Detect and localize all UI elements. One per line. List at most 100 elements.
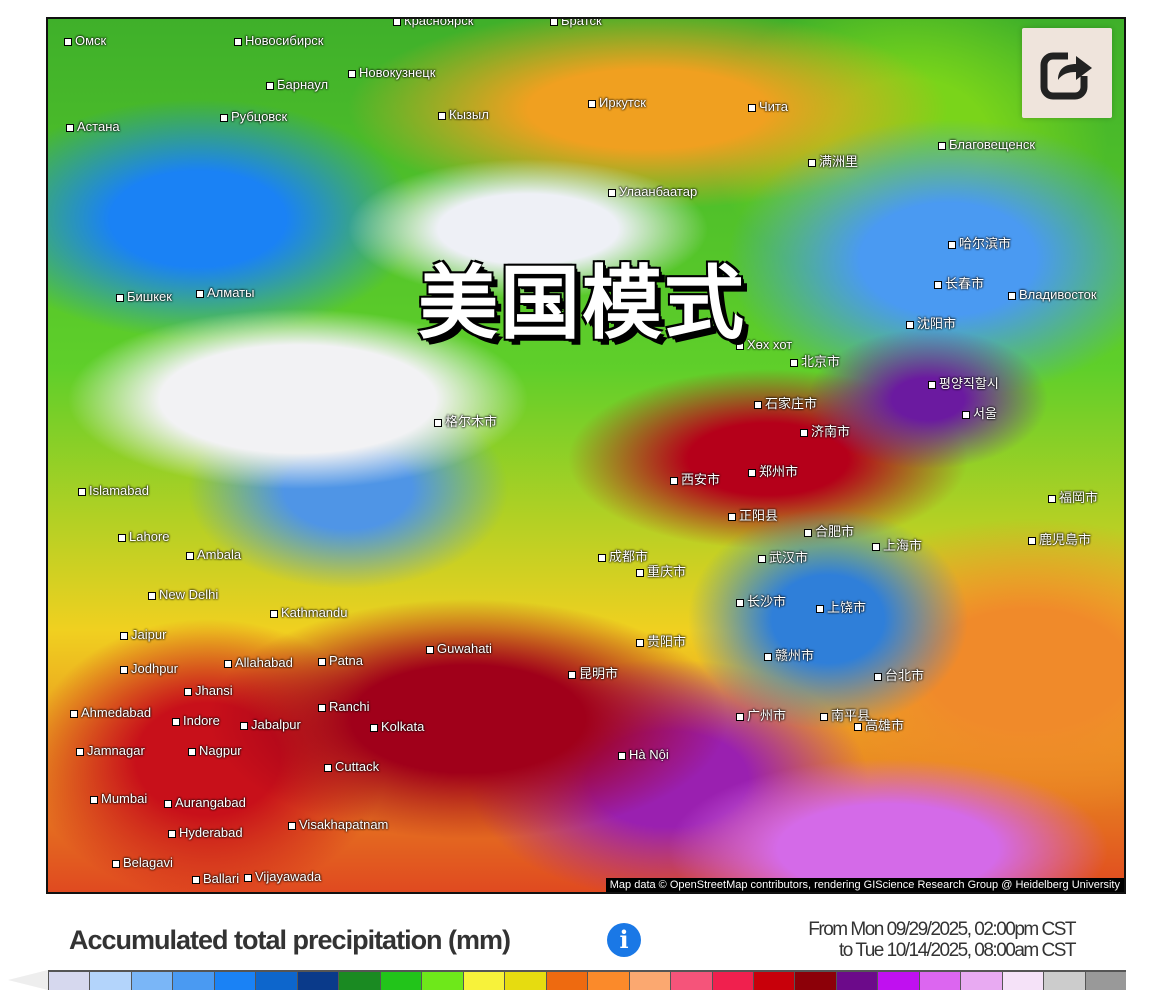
city-label: 广州市 (736, 705, 786, 724)
share-arrow-icon (1040, 50, 1092, 100)
city-label: Jaipur (120, 627, 166, 642)
city-label: Patna (318, 653, 363, 668)
city-label: Ballari (192, 871, 239, 886)
city-label: 满洲里 (808, 151, 858, 170)
city-label: 郑州市 (748, 461, 798, 480)
city-label: 沈阳市 (906, 313, 956, 332)
city-label: Новосибирск (234, 33, 324, 48)
city-label: 长春市 (934, 273, 984, 292)
city-label: Allahabad (224, 655, 293, 670)
legend-color-bin (213, 970, 256, 990)
city-label: Омск (64, 33, 106, 48)
city-label: 赣州市 (764, 645, 814, 664)
legend-color-bin (1001, 970, 1044, 990)
city-label: Новокузнецк (348, 65, 435, 80)
legend-color-bin (794, 970, 836, 990)
city-label: 重庆市 (636, 561, 686, 580)
precipitation-map[interactable]: Омск Новосибирск Красноярск Братск Барнаул Но… (46, 17, 1126, 894)
city-label: Islamabad (78, 483, 149, 498)
city-label: 北京市 (790, 351, 840, 370)
city-label: Чита (748, 99, 788, 114)
map-attribution: Map data © OpenStreetMap contributors, r… (605, 878, 1124, 892)
city-label: 西安市 (670, 469, 720, 488)
city-label: Улаанбаатар (608, 184, 697, 199)
city-label: Hyderabad (168, 825, 243, 840)
city-label: 高雄市 (854, 715, 904, 734)
city-label: Visakhapatnam (288, 817, 388, 832)
city-label: Cuttack (324, 759, 379, 774)
legend-color-bin (48, 970, 90, 990)
city-label: Lahore (118, 529, 169, 544)
city-label: Барнаул (266, 77, 328, 92)
legend-color-bin (918, 970, 961, 990)
city-label: Красноярск (393, 19, 473, 28)
city-label: 济南市 (800, 421, 850, 440)
city-label: Ambala (186, 547, 241, 562)
legend-color-bin (1043, 970, 1085, 990)
city-label: Hà Nội (618, 747, 669, 762)
legend-color-bin (130, 970, 173, 990)
city-label: Jhansi (184, 683, 233, 698)
city-label: 石家庄市 (754, 393, 817, 412)
city-label: New Delhi (148, 587, 218, 602)
city-label: 上饶市 (816, 597, 866, 616)
city-label: Guwahati (426, 641, 492, 656)
city-label: 上海市 (872, 535, 922, 554)
legend-color-bin (421, 970, 463, 990)
legend-color-bin (462, 970, 505, 990)
legend-color-bin (752, 970, 795, 990)
city-label: Ranchi (318, 699, 369, 714)
overlay-watermark-text: 美国模式 (418, 257, 746, 350)
legend-color-bin (296, 970, 339, 990)
legend-color-bin (587, 970, 629, 990)
legend-color-bin (172, 970, 214, 990)
city-label: Бишкек (116, 289, 172, 304)
city-label: 台北市 (874, 665, 924, 684)
city-label: Благовещенск (938, 137, 1035, 152)
legend-left-arrow (8, 970, 48, 990)
city-label: 贵阳市 (636, 631, 686, 650)
city-label: Кызыл (438, 107, 489, 122)
city-label: Vijayawada (244, 869, 321, 884)
city-label: Kolkata (370, 719, 424, 734)
legend-color-bin (670, 970, 712, 990)
city-label: 福岡市 (1048, 487, 1098, 506)
city-label: Хөх хот (736, 337, 792, 352)
city-label: 武汉市 (758, 547, 808, 566)
legend-title: Accumulated total precipitation (mm) (69, 925, 511, 955)
city-label: 昆明市 (568, 663, 618, 682)
city-label: Kathmandu (270, 605, 348, 620)
city-label: Nagpur (188, 743, 242, 758)
date-to: to Tue 10/14/2025, 08:00am CST (839, 940, 1076, 961)
city-label: 鹿児島市 (1028, 529, 1091, 548)
city-label: Алматы (196, 285, 254, 300)
city-label: 格尔木市 (434, 411, 497, 430)
info-icon[interactable]: i (607, 923, 641, 957)
city-label: Астана (66, 119, 120, 134)
city-label: Belagavi (112, 855, 173, 870)
city-label: Рубцовск (220, 109, 287, 124)
city-label: Братск (550, 19, 602, 28)
city-label: 서울 (962, 403, 997, 422)
city-label: 평양직할시 (928, 373, 999, 392)
legend-color-bin (628, 970, 671, 990)
legend-color-bin (877, 970, 919, 990)
legend-color-bin (545, 970, 588, 990)
city-label: Jabalpur (240, 717, 301, 732)
city-label: 哈尔滨市 (948, 233, 1011, 252)
color-legend (48, 970, 1127, 990)
city-label: Jodhpur (120, 661, 178, 676)
legend-color-bin (504, 970, 546, 990)
date-from: From Mon 09/29/2025, 02:00pm CST (808, 919, 1076, 940)
legend-color-bin (835, 970, 878, 990)
legend-color-bin (379, 970, 422, 990)
legend-color-bin (711, 970, 753, 990)
city-label: Jamnagar (76, 743, 145, 758)
share-button[interactable] (1022, 28, 1112, 118)
legend-color-bin (960, 970, 1002, 990)
city-label: Mumbai (90, 791, 147, 806)
city-label: Иркутск (588, 95, 646, 110)
legend-color-bin (255, 970, 297, 990)
city-label: Владивосток (1008, 287, 1097, 302)
legend-color-bin (89, 970, 131, 990)
